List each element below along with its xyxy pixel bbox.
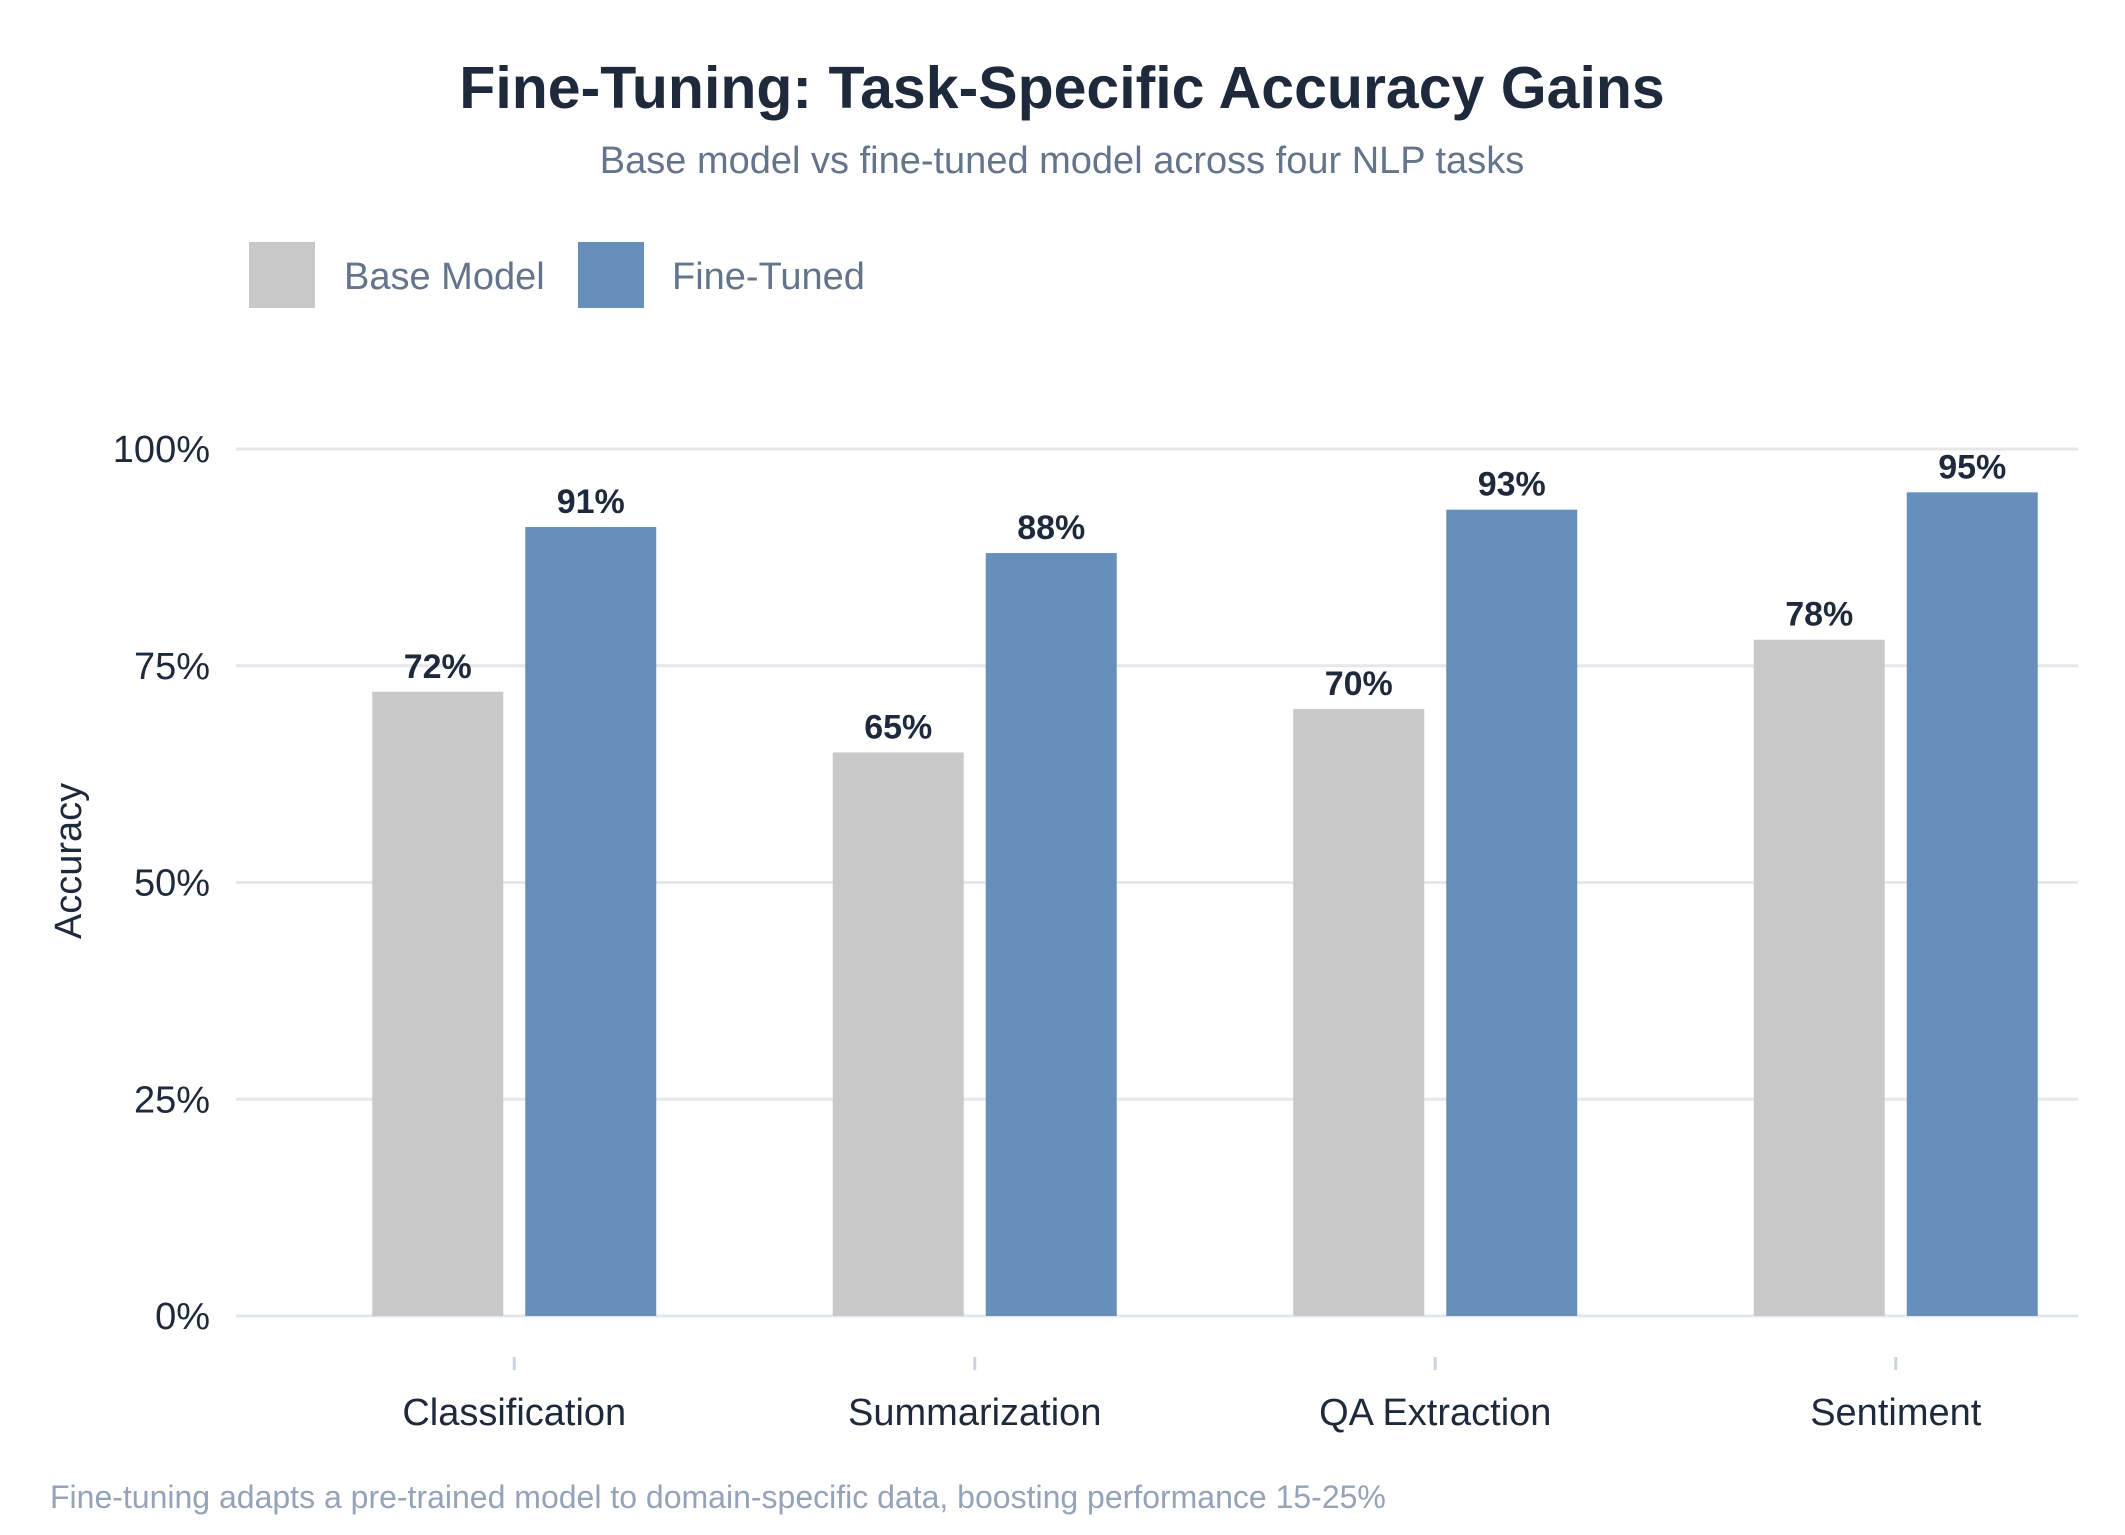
bar-fine-tuned-sentiment: [1906, 492, 2038, 1317]
value-label-base-model-summarization: 65%: [864, 708, 932, 746]
chart-title: Fine-Tuning: Task-Specific Accuracy Gain…: [459, 55, 1664, 121]
x-tick-label-sentiment: Sentiment: [1810, 1392, 1982, 1434]
y-axis-ticks: 0% 25% 50% 75% 100%: [113, 429, 210, 1338]
bar-base-model-qa-extraction: [1293, 709, 1425, 1316]
value-label-fine-tuned-classification: 91%: [557, 483, 625, 521]
value-labels: 72% 91% 65% 88% 70% 93% 78% 95%: [404, 448, 2007, 746]
y-tick-label: 0%: [155, 1296, 210, 1338]
y-tick-label: 50%: [134, 863, 210, 905]
legend-label-base-model: Base Model: [344, 256, 545, 298]
bar-base-model-sentiment: [1753, 639, 1885, 1316]
y-tick-label: 75%: [134, 646, 210, 688]
value-label-fine-tuned-sentiment: 95%: [1938, 448, 2006, 486]
bar-fine-tuned-qa-extraction: [1446, 509, 1578, 1316]
legend: Base Model Fine-Tuned: [249, 242, 865, 308]
legend-label-fine-tuned: Fine-Tuned: [672, 256, 865, 298]
y-tick-label: 100%: [113, 429, 210, 471]
value-label-fine-tuned-summarization: 88%: [1017, 509, 1085, 547]
chart-caption: Fine-tuning adapts a pre-trained model t…: [50, 1479, 1386, 1515]
legend-swatch-fine-tuned: [578, 242, 644, 308]
x-tick-label-summarization: Summarization: [848, 1392, 1101, 1434]
bar-fine-tuned-classification: [525, 527, 657, 1316]
bars: [372, 492, 2038, 1317]
x-tick-label-qa-extraction: QA Extraction: [1319, 1392, 1551, 1434]
value-label-base-model-classification: 72%: [404, 648, 472, 686]
x-axis-ticks: Classification Summarization QA Extraction…: [402, 1357, 1982, 1434]
legend-swatch-base-model: [249, 242, 315, 308]
bar-fine-tuned-summarization: [985, 553, 1117, 1316]
value-label-fine-tuned-qa-extraction: 93%: [1478, 466, 1546, 504]
y-axis-title: Accuracy: [48, 783, 90, 939]
bar-base-model-classification: [372, 691, 504, 1316]
x-tick-label-classification: Classification: [402, 1392, 626, 1434]
chart-subtitle: Base model vs fine-tuned model across fo…: [600, 140, 1524, 182]
value-label-base-model-qa-extraction: 70%: [1325, 665, 1393, 703]
value-label-base-model-sentiment: 78%: [1785, 596, 1853, 634]
bar-base-model-summarization: [832, 752, 964, 1316]
y-tick-label: 25%: [134, 1079, 210, 1121]
